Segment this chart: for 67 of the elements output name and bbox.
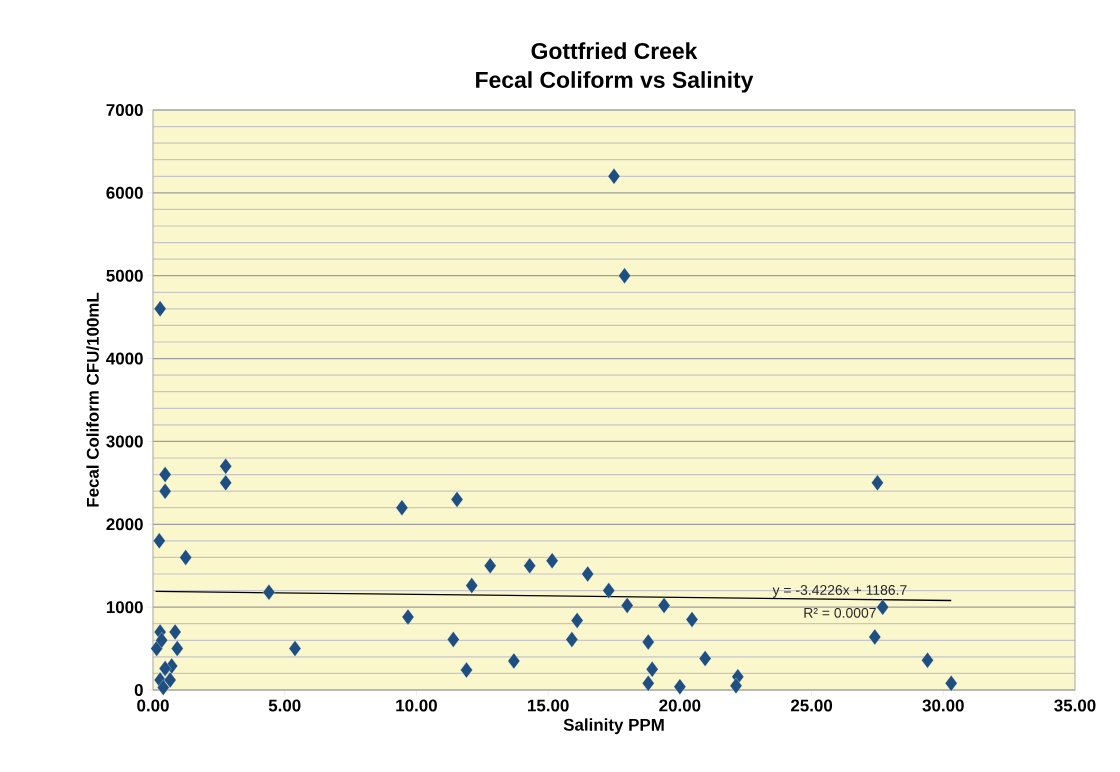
- point: [545, 552, 559, 569]
- point: [158, 660, 172, 677]
- point: [395, 499, 409, 516]
- point: [570, 612, 584, 629]
- y-tick-label: 7000: [106, 104, 143, 116]
- x-tick-label: 25.00: [790, 699, 833, 712]
- x-tick-label: 15.00: [528, 699, 569, 712]
- point: [219, 474, 232, 492]
- chart-subtitle: Fecal Coliform vs Salinity: [476, 71, 754, 93]
- y-tick-label: 1000: [106, 601, 143, 614]
- point: [945, 675, 958, 692]
- point: [288, 640, 302, 657]
- point: [602, 582, 615, 599]
- point: [163, 671, 177, 689]
- point: [168, 623, 182, 641]
- point: [921, 652, 934, 669]
- point: [699, 650, 712, 667]
- point: [646, 661, 659, 678]
- x-tick-label: 20.00: [659, 699, 701, 712]
- point: [523, 557, 536, 574]
- x-tick-label: 10.00: [396, 699, 437, 712]
- y-tick-label: 3000: [106, 435, 143, 448]
- point: [642, 675, 655, 692]
- point: [447, 631, 460, 648]
- chart-title: Gottfried Creek: [531, 42, 698, 60]
- point: [219, 458, 232, 475]
- point: [460, 661, 473, 679]
- x-tick-label: 0.00: [137, 699, 169, 712]
- point: [158, 482, 172, 500]
- point: [607, 168, 621, 185]
- point: [657, 597, 671, 614]
- x-tick-label: 5.00: [268, 699, 301, 712]
- point: [618, 267, 631, 284]
- y-tick-label: 5000: [106, 269, 143, 282]
- point: [621, 597, 634, 614]
- point: [871, 474, 884, 492]
- point: [484, 557, 497, 574]
- point: [507, 652, 521, 670]
- y-axis-title: Fecal Coliform CFU/100mL: [86, 292, 99, 507]
- point: [262, 584, 276, 601]
- point: [565, 631, 579, 648]
- point: [153, 532, 166, 550]
- y-tick-label: 0: [134, 684, 143, 696]
- point: [153, 300, 167, 318]
- y-tick-label: 2000: [106, 518, 143, 531]
- x-tick-label: 30.00: [922, 699, 964, 712]
- point: [876, 598, 889, 616]
- x-axis-title: Salinity PPM: [563, 718, 664, 735]
- point: [179, 549, 192, 566]
- point: [401, 608, 415, 626]
- point: [465, 577, 478, 594]
- annotation: R² = 0.0007: [804, 607, 876, 618]
- point: [729, 677, 743, 695]
- point: [157, 679, 170, 696]
- x-tick-label: 35.00: [1054, 699, 1096, 712]
- point: [673, 678, 687, 695]
- point: [171, 640, 184, 657]
- annotation: y = -3.4226x + 1186.7: [772, 585, 907, 598]
- point: [581, 565, 594, 583]
- y-tick-label: 6000: [106, 186, 143, 199]
- point: [450, 491, 464, 508]
- point: [158, 466, 172, 483]
- point: [868, 628, 881, 646]
- y-tick-label: 4000: [106, 352, 143, 365]
- point: [642, 633, 655, 651]
- point: [685, 611, 699, 628]
- point: [155, 632, 168, 649]
